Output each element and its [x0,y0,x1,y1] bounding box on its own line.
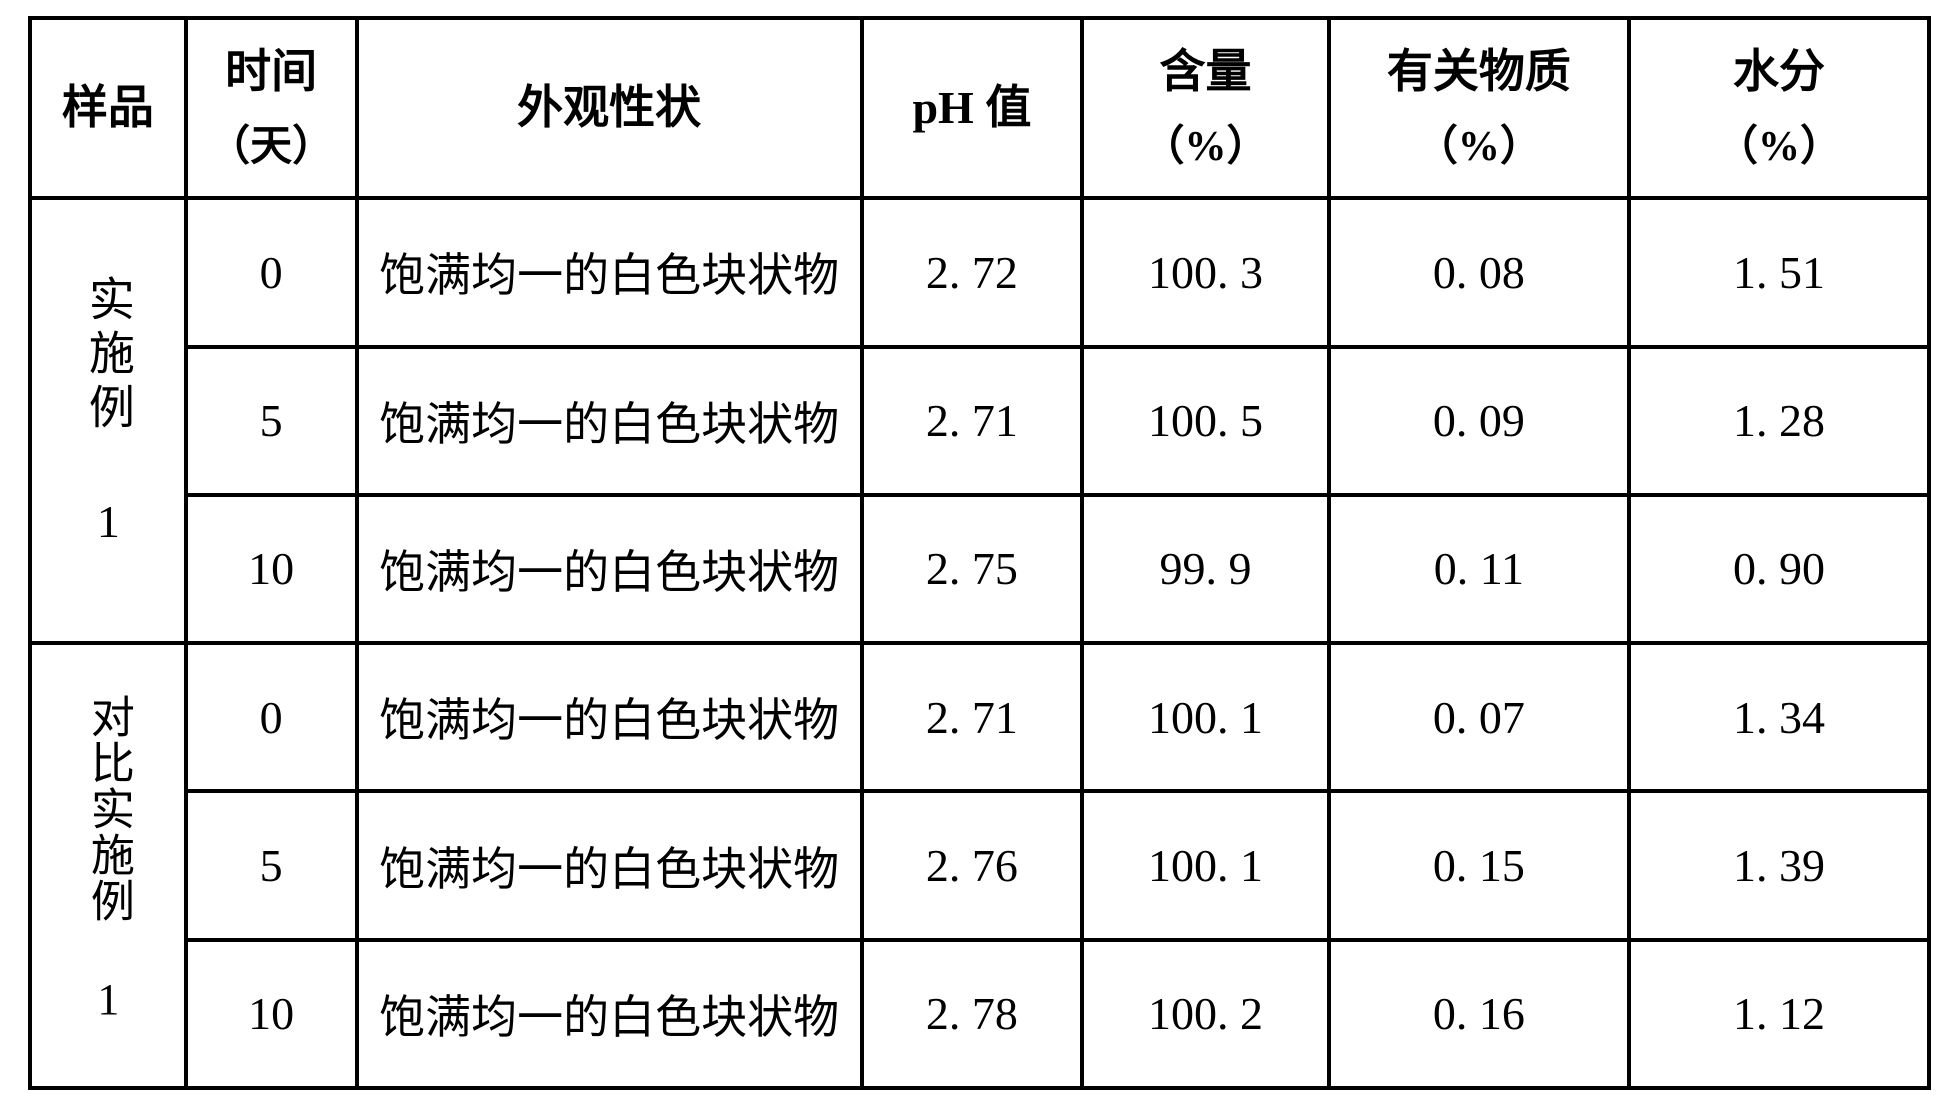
cell-impurity: 0. 07 [1329,643,1629,791]
cell-content: 99. 9 [1082,495,1329,643]
group-label-text: 实施例 1 [75,275,141,555]
cell-moisture: 1. 39 [1629,791,1929,939]
cell-impurity: 0. 15 [1329,791,1629,939]
cell-ph: 2. 72 [862,198,1082,346]
cell-ph: 2. 78 [862,940,1082,1088]
col-sample-label: 样品 [62,82,154,133]
col-impurity: 有关物质 （%） [1329,18,1629,198]
cell-time: 5 [186,347,357,495]
col-content-label: 含量 [1084,33,1327,111]
table-row: 10 饱满均一的白色块状物 2. 78 100. 2 0. 16 1. 12 [30,940,1929,1088]
cell-time: 10 [186,940,357,1088]
col-moisture-label: 水分 [1631,33,1927,111]
cell-appearance: 饱满均一的白色块状物 [357,940,862,1088]
cell-content: 100. 1 [1082,643,1329,791]
cell-content: 100. 2 [1082,940,1329,1088]
col-moisture-unit: （%） [1631,112,1927,183]
cell-appearance: 饱满均一的白色块状物 [357,495,862,643]
data-table: 样品 时间 （天） 外观性状 pH 值 含量 （%） 有关物质 （%） [28,16,1931,1090]
cell-appearance: 饱满均一的白色块状物 [357,791,862,939]
cell-ph: 2. 71 [862,347,1082,495]
cell-appearance: 饱满均一的白色块状物 [357,347,862,495]
header-row: 样品 时间 （天） 外观性状 pH 值 含量 （%） 有关物质 （%） [30,18,1929,198]
cell-time: 0 [186,643,357,791]
group-label: 对比实施例 1 [30,643,186,1088]
col-sample: 样品 [30,18,186,198]
cell-moisture: 1. 12 [1629,940,1929,1088]
col-appearance: 外观性状 [357,18,862,198]
table-row: 5 饱满均一的白色块状物 2. 71 100. 5 0. 09 1. 28 [30,347,1929,495]
cell-ph: 2. 76 [862,791,1082,939]
cell-moisture: 1. 34 [1629,643,1929,791]
table-row: 对比实施例 1 0 饱满均一的白色块状物 2. 71 100. 1 0. 07 … [30,643,1929,791]
group-label: 实施例 1 [30,198,186,643]
col-content: 含量 （%） [1082,18,1329,198]
cell-ph: 2. 71 [862,643,1082,791]
table-row: 10 饱满均一的白色块状物 2. 75 99. 9 0. 11 0. 90 [30,495,1929,643]
cell-ph: 2. 75 [862,495,1082,643]
col-ph-label: pH 值 [912,82,1031,133]
cell-appearance: 饱满均一的白色块状物 [357,198,862,346]
col-time-label: 时间 [188,33,355,111]
col-moisture: 水分 （%） [1629,18,1929,198]
cell-moisture: 1. 51 [1629,198,1929,346]
cell-impurity: 0. 16 [1329,940,1629,1088]
cell-content: 100. 3 [1082,198,1329,346]
cell-time: 5 [186,791,357,939]
col-impurity-unit: （%） [1331,112,1627,183]
cell-impurity: 0. 08 [1329,198,1629,346]
table-row: 5 饱满均一的白色块状物 2. 76 100. 1 0. 15 1. 39 [30,791,1929,939]
table-row: 实施例 1 0 饱满均一的白色块状物 2. 72 100. 3 0. 08 1.… [30,198,1929,346]
cell-content: 100. 1 [1082,791,1329,939]
cell-impurity: 0. 09 [1329,347,1629,495]
page: 样品 时间 （天） 外观性状 pH 值 含量 （%） 有关物质 （%） [0,0,1959,1106]
col-content-unit: （%） [1084,112,1327,183]
cell-moisture: 1. 28 [1629,347,1929,495]
cell-impurity: 0. 11 [1329,495,1629,643]
col-impurity-label: 有关物质 [1331,33,1627,111]
cell-time: 10 [186,495,357,643]
cell-content: 100. 5 [1082,347,1329,495]
col-time: 时间 （天） [186,18,357,198]
group-label-text: 对比实施例 1 [76,694,140,1026]
cell-moisture: 0. 90 [1629,495,1929,643]
col-time-unit: （天） [188,112,355,183]
col-appearance-label: 外观性状 [517,82,701,133]
col-ph: pH 值 [862,18,1082,198]
cell-appearance: 饱满均一的白色块状物 [357,643,862,791]
cell-time: 0 [186,198,357,346]
